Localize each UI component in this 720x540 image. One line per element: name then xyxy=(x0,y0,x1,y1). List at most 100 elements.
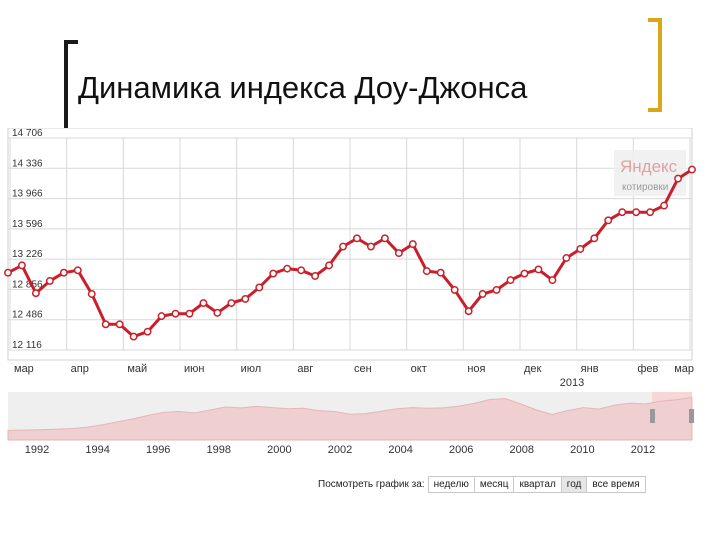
data-point[interactable] xyxy=(227,299,236,307)
y-tick-label: 13 966 xyxy=(12,189,43,200)
x-tick-label: ноя xyxy=(467,363,485,375)
period-month-button[interactable]: месяц xyxy=(473,475,515,493)
overview-year-label: 2008 xyxy=(510,444,534,456)
data-point[interactable] xyxy=(255,283,264,292)
x-tick-label: апр xyxy=(71,363,89,375)
data-point[interactable] xyxy=(199,299,208,307)
data-point[interactable] xyxy=(101,320,110,329)
data-point[interactable] xyxy=(590,234,599,243)
data-point[interactable] xyxy=(478,290,487,298)
y-tick-label: 13 596 xyxy=(12,219,43,230)
overview-right-handle[interactable] xyxy=(689,409,694,423)
data-point[interactable] xyxy=(576,245,585,253)
data-point[interactable] xyxy=(548,276,557,285)
x-tick-label: сен xyxy=(354,363,372,375)
data-point[interactable] xyxy=(506,276,515,285)
data-point[interactable] xyxy=(339,242,347,251)
data-point[interactable] xyxy=(18,261,26,270)
y-tick-label: 13 226 xyxy=(12,249,43,260)
data-point[interactable] xyxy=(269,269,278,278)
period-week-button[interactable]: неделю xyxy=(427,475,475,493)
data-point[interactable] xyxy=(632,208,641,217)
data-point[interactable] xyxy=(87,290,96,298)
data-point[interactable] xyxy=(380,234,389,243)
x-year-label: 2013 xyxy=(560,377,584,389)
data-point[interactable] xyxy=(674,174,682,183)
data-point[interactable] xyxy=(436,268,445,277)
x-tick-label: мар xyxy=(14,363,34,375)
grid xyxy=(8,137,692,351)
overview-year-label: 2006 xyxy=(449,444,473,456)
slide-title: Динамика индекса Доу-Джонса xyxy=(78,70,528,105)
x-tick-label: фев xyxy=(637,363,658,375)
overview-year-labels: 1992 1994 1996 1998 2000 2002 2004 2006 2008 2010… xyxy=(25,444,655,456)
overview-year-label: 2010 xyxy=(570,444,594,456)
overview-year-label: 1998 xyxy=(207,444,231,456)
data-point[interactable] xyxy=(422,267,431,276)
data-point[interactable] xyxy=(157,312,166,321)
period-quarter-button[interactable]: квартал xyxy=(513,475,562,493)
data-point[interactable] xyxy=(325,261,334,270)
x-tick-label: июн xyxy=(184,363,204,375)
data-point[interactable] xyxy=(115,320,124,329)
overview-year-label: 2000 xyxy=(267,444,291,456)
data-point[interactable] xyxy=(311,272,320,280)
data-point[interactable] xyxy=(520,269,529,278)
data-point[interactable] xyxy=(492,285,501,294)
data-point[interactable] xyxy=(394,249,403,258)
data-point[interactable] xyxy=(646,208,655,217)
x-tick-label: май xyxy=(127,363,147,375)
x-tick-label: авг xyxy=(297,363,313,375)
x-tick-label: мар xyxy=(674,363,694,375)
data-point[interactable] xyxy=(688,165,696,174)
data-point[interactable] xyxy=(618,208,627,217)
yandex-watermark: Яндекс котировки xyxy=(614,150,686,196)
data-point[interactable] xyxy=(353,234,361,243)
overview-area xyxy=(7,396,693,441)
y-tick-label: 14 336 xyxy=(12,158,43,169)
data-point[interactable] xyxy=(297,266,306,275)
x-tick-label: янв xyxy=(581,363,599,375)
y-tick-label: 12 856 xyxy=(12,279,43,290)
main-series-points xyxy=(4,165,696,341)
y-tick-label: 14 706 xyxy=(12,128,43,139)
data-point[interactable] xyxy=(59,268,68,277)
data-point[interactable] xyxy=(129,332,138,341)
data-point[interactable] xyxy=(4,268,12,277)
data-point[interactable] xyxy=(604,216,613,225)
data-point[interactable] xyxy=(45,276,54,285)
data-point[interactable] xyxy=(31,289,40,298)
dow-jones-chart-widget: Яндекс котировки 12 116 12 486 12 856 13 22… xyxy=(0,127,720,498)
period-selector: Посмотреть график за: неделю месяц кварт… xyxy=(318,474,646,494)
period-year-button[interactable]: год xyxy=(560,475,588,493)
data-point[interactable] xyxy=(171,309,180,318)
period-selector-label: Посмотреть график за: xyxy=(318,478,425,490)
data-point[interactable] xyxy=(366,242,375,251)
overview-left-handle[interactable] xyxy=(650,409,655,423)
data-point[interactable] xyxy=(241,294,250,303)
right-bracket-decoration xyxy=(648,18,662,112)
left-bracket-decoration xyxy=(64,40,78,132)
y-tick-label: 12 116 xyxy=(12,340,42,351)
data-point[interactable] xyxy=(450,285,459,294)
x-axis-labels: мар апр май июн июл авг сен окт ноя дек янв фев мар xyxy=(14,363,694,375)
overview-year-label: 2004 xyxy=(388,444,412,456)
x-tick-label: дек xyxy=(524,363,542,375)
data-point[interactable] xyxy=(185,309,194,318)
overview-year-label: 1994 xyxy=(85,444,109,456)
watermark-brand: Яндекс xyxy=(620,157,678,176)
data-point[interactable] xyxy=(534,265,543,274)
data-point[interactable] xyxy=(213,308,222,317)
data-point[interactable] xyxy=(464,307,473,316)
data-point[interactable] xyxy=(143,327,152,336)
overview-year-label: 2002 xyxy=(328,444,352,456)
chart-svg: Яндекс котировки 12 116 12 486 12 856 13 22… xyxy=(4,127,696,456)
period-all-time-button[interactable]: все время xyxy=(586,475,646,493)
watermark-subtitle: котировки xyxy=(622,182,668,193)
data-point[interactable] xyxy=(660,201,669,210)
data-point[interactable] xyxy=(73,266,82,275)
data-point[interactable] xyxy=(408,240,417,249)
data-point[interactable] xyxy=(283,264,292,273)
data-point[interactable] xyxy=(562,254,571,262)
x-tick-label: окт xyxy=(411,363,427,375)
